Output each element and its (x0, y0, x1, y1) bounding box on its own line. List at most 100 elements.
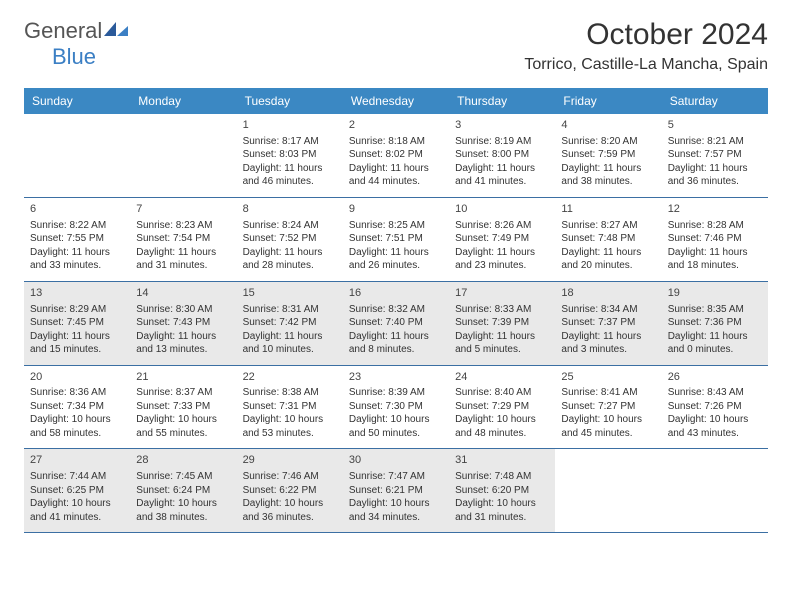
daylight-text: and 53 minutes. (243, 427, 337, 441)
daylight-text: Daylight: 11 hours (668, 162, 762, 176)
calendar-cell: 14Sunrise: 8:30 AMSunset: 7:43 PMDayligh… (130, 282, 236, 365)
day-number: 12 (668, 202, 762, 217)
calendar-cell: 25Sunrise: 8:41 AMSunset: 7:27 PMDayligh… (555, 366, 661, 449)
day-number: 19 (668, 286, 762, 301)
calendar-cell: 13Sunrise: 8:29 AMSunset: 7:45 PMDayligh… (24, 282, 130, 365)
sunset-text: Sunset: 7:51 PM (349, 232, 443, 246)
day-header: Friday (555, 88, 661, 114)
daylight-text: and 31 minutes. (455, 511, 549, 525)
sunrise-text: Sunrise: 8:36 AM (30, 386, 124, 400)
sunrise-text: Sunrise: 8:34 AM (561, 303, 655, 317)
daylight-text: Daylight: 10 hours (455, 413, 549, 427)
logo-sail-icon (102, 20, 130, 38)
daylight-text: and 41 minutes. (455, 175, 549, 189)
daylight-text: Daylight: 10 hours (136, 413, 230, 427)
daylight-text: and 45 minutes. (561, 427, 655, 441)
sunset-text: Sunset: 6:24 PM (136, 484, 230, 498)
calendar-cell: 6Sunrise: 8:22 AMSunset: 7:55 PMDaylight… (24, 198, 130, 281)
week-row: 6Sunrise: 8:22 AMSunset: 7:55 PMDaylight… (24, 198, 768, 282)
day-number: 16 (349, 286, 443, 301)
week-row: 27Sunrise: 7:44 AMSunset: 6:25 PMDayligh… (24, 449, 768, 533)
day-number: 9 (349, 202, 443, 217)
calendar-cell: 5Sunrise: 8:21 AMSunset: 7:57 PMDaylight… (662, 114, 768, 197)
logo-text-blue: Blue (52, 44, 96, 69)
sunset-text: Sunset: 7:34 PM (30, 400, 124, 414)
daylight-text: Daylight: 11 hours (668, 246, 762, 260)
sunrise-text: Sunrise: 8:17 AM (243, 135, 337, 149)
calendar-cell: 12Sunrise: 8:28 AMSunset: 7:46 PMDayligh… (662, 198, 768, 281)
daylight-text: and 43 minutes. (668, 427, 762, 441)
calendar-cell (555, 449, 661, 532)
logo: General Blue (24, 18, 130, 70)
sunset-text: Sunset: 7:48 PM (561, 232, 655, 246)
sunset-text: Sunset: 7:45 PM (30, 316, 124, 330)
day-number: 7 (136, 202, 230, 217)
calendar-cell: 15Sunrise: 8:31 AMSunset: 7:42 PMDayligh… (237, 282, 343, 365)
sunset-text: Sunset: 6:22 PM (243, 484, 337, 498)
location-text: Torrico, Castille-La Mancha, Spain (524, 56, 768, 74)
calendar-cell: 19Sunrise: 8:35 AMSunset: 7:36 PMDayligh… (662, 282, 768, 365)
sunrise-text: Sunrise: 8:33 AM (455, 303, 549, 317)
day-number: 27 (30, 453, 124, 468)
daylight-text: Daylight: 11 hours (243, 162, 337, 176)
daylight-text: and 26 minutes. (349, 259, 443, 273)
logo-text: General Blue (24, 18, 130, 70)
sunrise-text: Sunrise: 8:23 AM (136, 219, 230, 233)
daylight-text: Daylight: 11 hours (455, 246, 549, 260)
daylight-text: Daylight: 11 hours (136, 246, 230, 260)
day-number: 2 (349, 118, 443, 133)
daylight-text: Daylight: 11 hours (561, 246, 655, 260)
day-number: 21 (136, 370, 230, 385)
page-title: October 2024 (524, 18, 768, 52)
daylight-text: Daylight: 11 hours (668, 330, 762, 344)
day-number: 4 (561, 118, 655, 133)
sunset-text: Sunset: 7:57 PM (668, 148, 762, 162)
daylight-text: and 23 minutes. (455, 259, 549, 273)
sunrise-text: Sunrise: 7:48 AM (455, 470, 549, 484)
daylight-text: Daylight: 11 hours (349, 246, 443, 260)
week-row: 20Sunrise: 8:36 AMSunset: 7:34 PMDayligh… (24, 366, 768, 450)
daylight-text: and 18 minutes. (668, 259, 762, 273)
day-number: 22 (243, 370, 337, 385)
calendar-cell: 9Sunrise: 8:25 AMSunset: 7:51 PMDaylight… (343, 198, 449, 281)
calendar-cell: 1Sunrise: 8:17 AMSunset: 8:03 PMDaylight… (237, 114, 343, 197)
daylight-text: Daylight: 11 hours (243, 330, 337, 344)
day-number: 31 (455, 453, 549, 468)
sunset-text: Sunset: 7:27 PM (561, 400, 655, 414)
daylight-text: and 0 minutes. (668, 343, 762, 357)
sunset-text: Sunset: 7:52 PM (243, 232, 337, 246)
daylight-text: Daylight: 10 hours (243, 413, 337, 427)
sunset-text: Sunset: 7:39 PM (455, 316, 549, 330)
sunset-text: Sunset: 7:36 PM (668, 316, 762, 330)
daylight-text: and 15 minutes. (30, 343, 124, 357)
sunrise-text: Sunrise: 8:31 AM (243, 303, 337, 317)
sunset-text: Sunset: 8:02 PM (349, 148, 443, 162)
sunrise-text: Sunrise: 8:28 AM (668, 219, 762, 233)
sunset-text: Sunset: 7:37 PM (561, 316, 655, 330)
day-header: Wednesday (343, 88, 449, 114)
day-number: 8 (243, 202, 337, 217)
sunrise-text: Sunrise: 8:30 AM (136, 303, 230, 317)
day-header: Thursday (449, 88, 555, 114)
calendar-cell: 29Sunrise: 7:46 AMSunset: 6:22 PMDayligh… (237, 449, 343, 532)
calendar-cell (24, 114, 130, 197)
day-number: 25 (561, 370, 655, 385)
sunset-text: Sunset: 7:43 PM (136, 316, 230, 330)
daylight-text: Daylight: 10 hours (30, 413, 124, 427)
daylight-text: Daylight: 11 hours (561, 330, 655, 344)
daylight-text: and 58 minutes. (30, 427, 124, 441)
calendar-cell (130, 114, 236, 197)
sunrise-text: Sunrise: 8:29 AM (30, 303, 124, 317)
daylight-text: and 48 minutes. (455, 427, 549, 441)
day-number: 3 (455, 118, 549, 133)
daylight-text: and 13 minutes. (136, 343, 230, 357)
daylight-text: Daylight: 11 hours (30, 330, 124, 344)
day-header: Saturday (662, 88, 768, 114)
daylight-text: Daylight: 11 hours (455, 330, 549, 344)
daylight-text: Daylight: 10 hours (349, 413, 443, 427)
calendar-cell: 23Sunrise: 8:39 AMSunset: 7:30 PMDayligh… (343, 366, 449, 449)
calendar-cell: 8Sunrise: 8:24 AMSunset: 7:52 PMDaylight… (237, 198, 343, 281)
day-header: Sunday (24, 88, 130, 114)
daylight-text: and 33 minutes. (30, 259, 124, 273)
day-number: 26 (668, 370, 762, 385)
